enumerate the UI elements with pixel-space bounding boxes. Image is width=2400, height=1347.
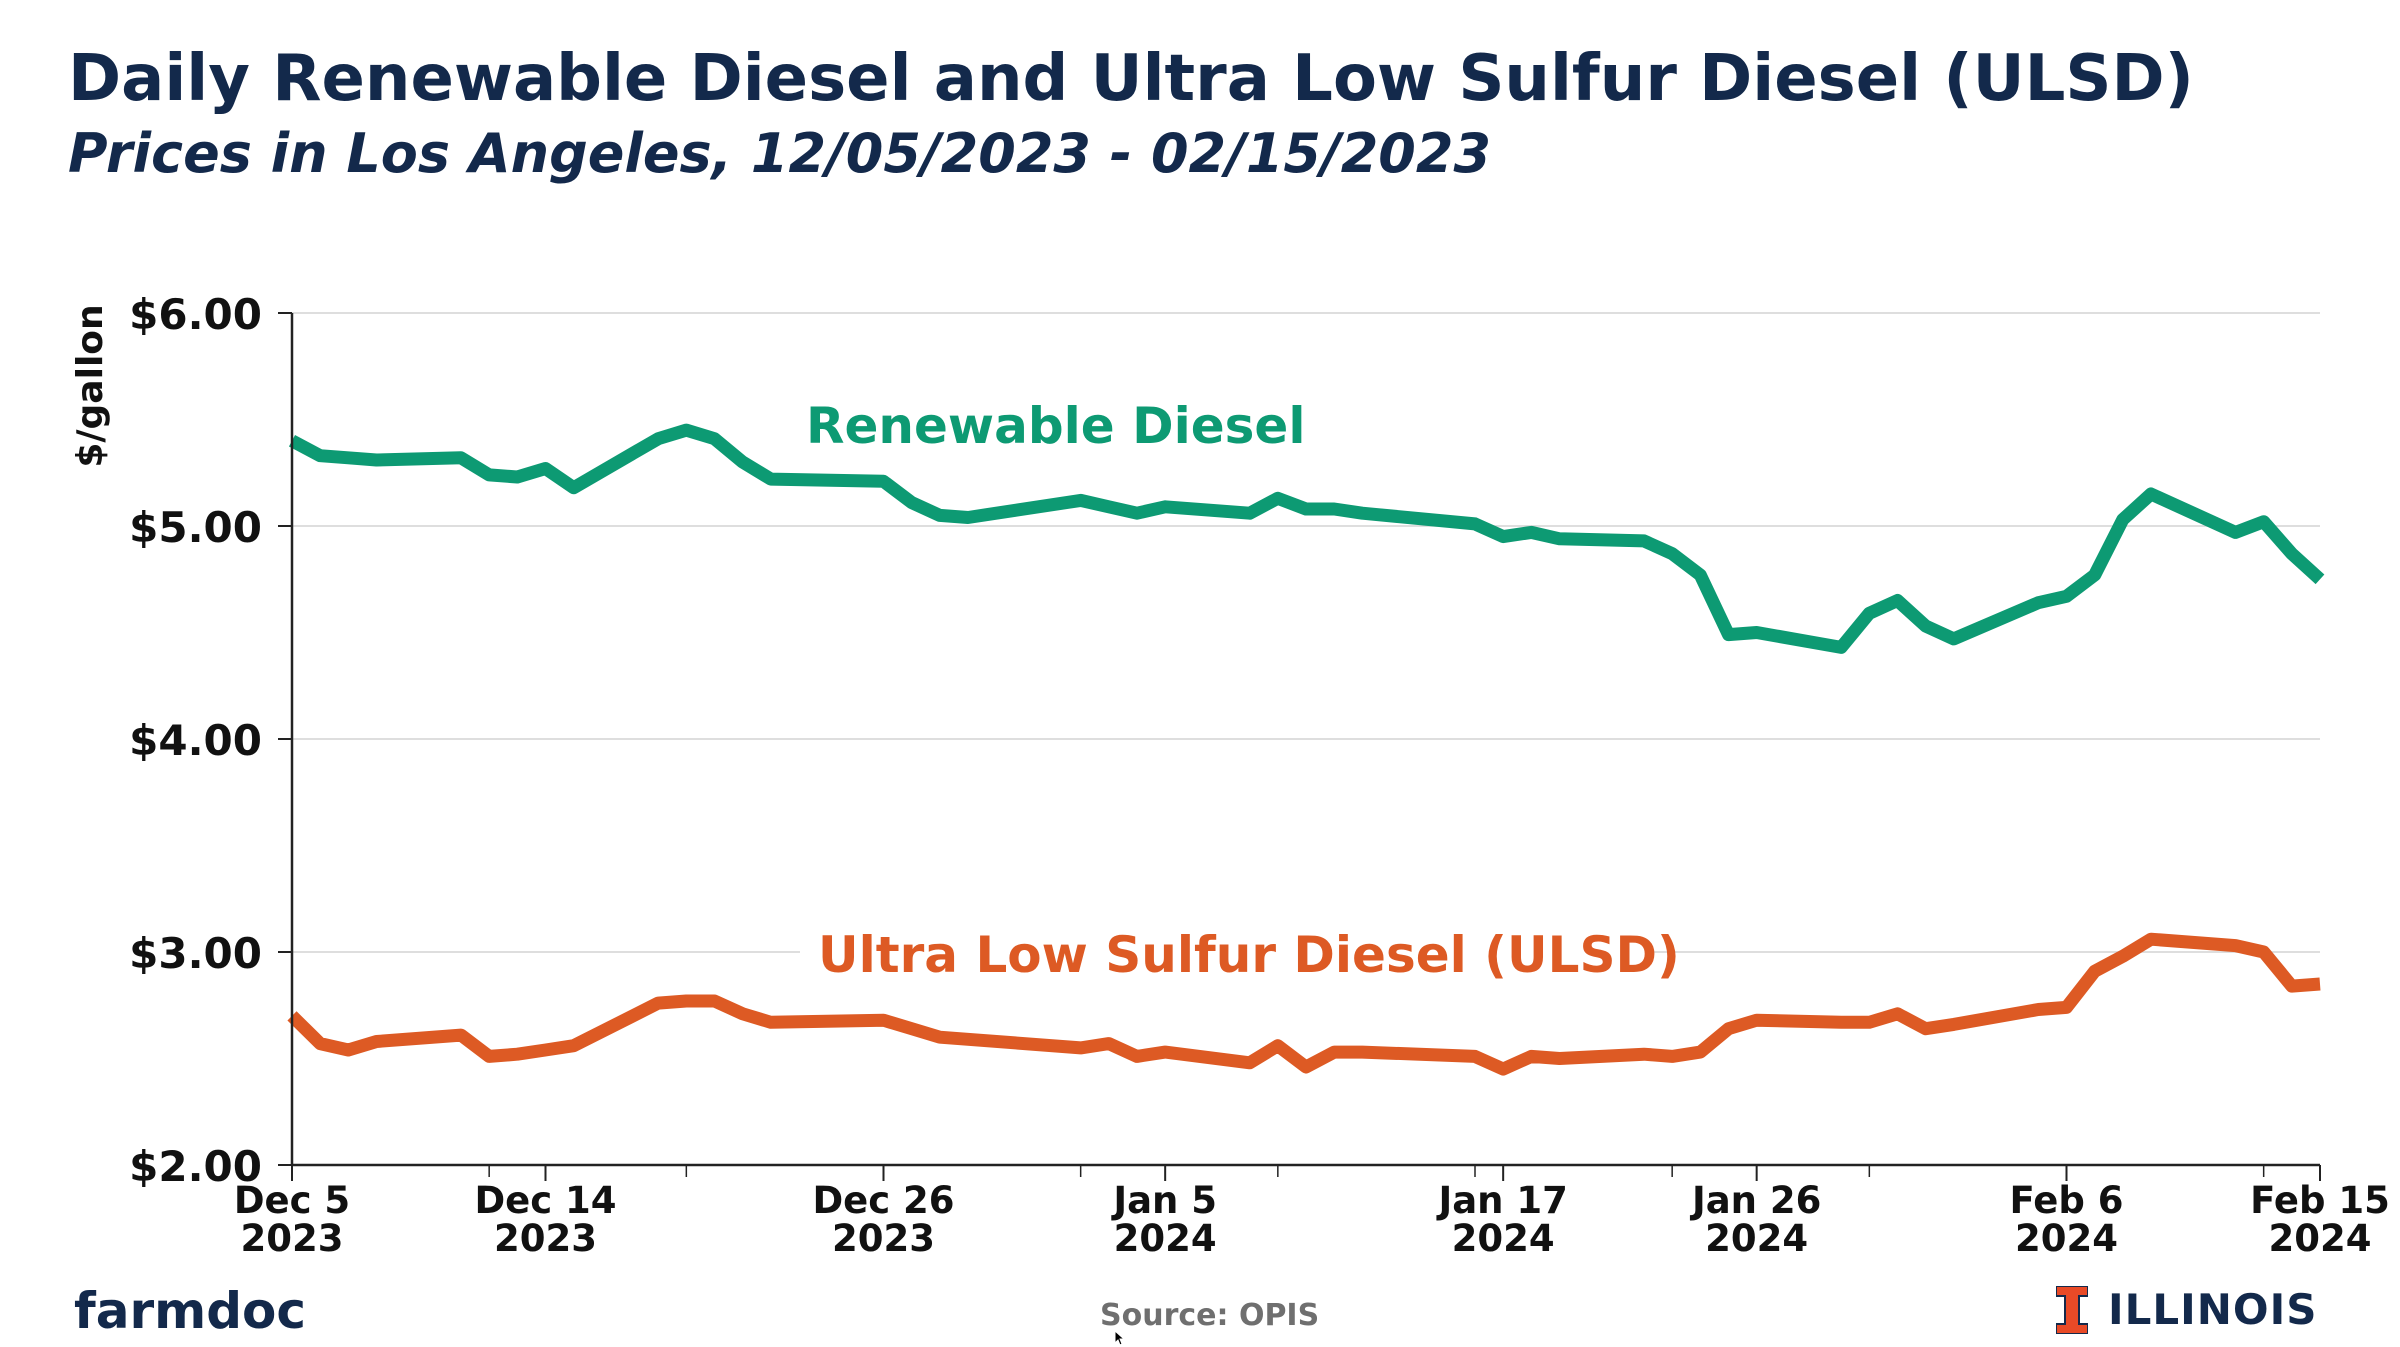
x-tick-label-line: 2024 (2015, 1217, 2118, 1260)
series-line-ulsd (287, 932, 2321, 1076)
gridlines (292, 312, 2320, 953)
x-tick-label: Dec 26 2023 (812, 1179, 954, 1260)
x-tick-label-line: Jan 26 (1689, 1179, 1821, 1222)
ulsd-label-background (800, 918, 1652, 984)
y-tick-label: $4.00 (129, 716, 262, 765)
x-tick-label: Feb 6 2024 (2010, 1179, 2124, 1260)
illinois-block-i-icon (2056, 1285, 2088, 1334)
x-tick-label-line: 2023 (494, 1217, 597, 1260)
x-tick-label-line: Jan 17 (1435, 1179, 1567, 1222)
x-tick-label-line: 2024 (1114, 1217, 1217, 1260)
series-lines (287, 423, 2325, 1076)
illinois-wordmark: ILLINOIS (2108, 1285, 2318, 1334)
ulsd-label: Ultra Low Sulfur Diesel (ULSD) (818, 926, 1680, 984)
x-tick-label: Jan 5 2024 (1110, 1179, 1217, 1260)
y-tick-label: $2.00 (129, 1142, 262, 1191)
x-tick-label-line: 2023 (832, 1217, 935, 1260)
x-tick-label-line: Jan 5 (1110, 1179, 1217, 1222)
y-tick-label: $6.00 (129, 290, 262, 339)
x-tick-label-line: 2023 (241, 1217, 344, 1260)
x-tick-label-line: Dec 14 (474, 1179, 616, 1222)
x-tick-label-line: Feb 6 (2010, 1179, 2124, 1222)
x-tick-label-line: 2024 (1705, 1217, 1808, 1260)
illinois-logo: ILLINOIS (2056, 1285, 2318, 1334)
series-line-renewable-diesel (288, 423, 2325, 654)
x-tick-label: Dec 5 2023 (234, 1179, 350, 1260)
x-tick-label: Dec 14 2023 (474, 1179, 616, 1260)
source-note: Source: OPIS (1100, 1298, 1320, 1333)
x-tick-label-line: Feb 15 (2250, 1179, 2390, 1222)
x-tick-label: Jan 26 2024 (1689, 1179, 1821, 1260)
y-tick-label: $3.00 (129, 929, 262, 978)
renewable-diesel-label: Renewable Diesel (806, 397, 1305, 455)
x-tick-label: Feb 15 2024 (2250, 1179, 2390, 1260)
x-tick-label-line: Dec 5 (234, 1179, 350, 1222)
x-tick-label-line: 2024 (2269, 1217, 2372, 1260)
y-tick-label: $5.00 (129, 503, 262, 552)
x-tick-label-line: Dec 26 (812, 1179, 954, 1222)
chart-title: Daily Renewable Diesel and Ultra Low Sul… (68, 42, 2194, 116)
x-tick-label: Jan 17 2024 (1435, 1179, 1567, 1260)
chart-subtitle: Prices in Los Angeles, 12/05/2023 - 02/1… (68, 122, 1492, 185)
y-axis-label: $/gallon (70, 304, 111, 467)
series-annotations: Renewable Diesel Ultra Low Sulfur Diesel … (800, 397, 1680, 984)
mouse-cursor-icon (1114, 1330, 1126, 1346)
farmdoc-logo: farmdoc (74, 1282, 307, 1340)
x-tick-label-line: 2024 (1452, 1217, 1555, 1260)
